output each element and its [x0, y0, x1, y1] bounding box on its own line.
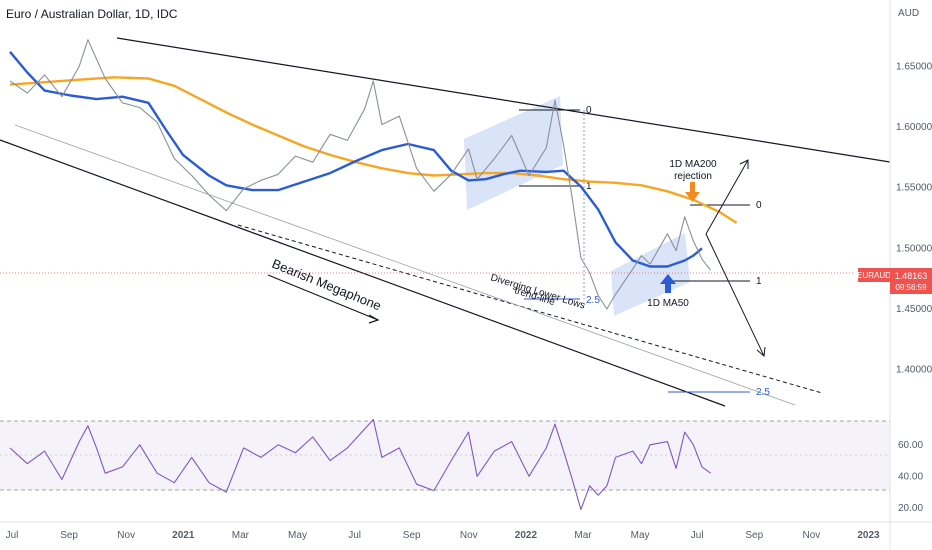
y-ticks: 1.65000 1.60000 1.55000 1.50000 1.45000 1.400… — [896, 61, 932, 375]
y-tick-label: 1.55000 — [896, 183, 932, 194]
y-tick-label: 1.40000 — [896, 365, 932, 376]
y-tick-label: 1.60000 — [896, 122, 932, 133]
fib-2022-ext-label: 2.5 — [586, 295, 600, 306]
series-ma50-line — [9, 51, 703, 268]
ma50-marker-arrow-icon — [660, 274, 676, 293]
fib-2022-top-label: 0 — [586, 105, 592, 116]
chart-title: Euro / Australian Dollar, 1D, IDC — [6, 7, 178, 21]
x-tick-label: Sep — [60, 530, 78, 541]
channel-2022 — [464, 96, 563, 210]
diverging-lows-line — [237, 224, 823, 394]
x-tick-label: Nov — [460, 530, 478, 541]
x-tick-label: 2021 — [172, 530, 195, 541]
y-tick-label: 1.45000 — [896, 304, 932, 315]
fib-current-ext-label: 2.5 — [756, 387, 770, 398]
price-tag-countdown: 09:56:59 — [895, 283, 927, 292]
y-tick-label: 1.50000 — [896, 243, 932, 254]
x-tick-label: Mar — [232, 530, 250, 541]
rsi-band — [0, 421, 890, 490]
symbol-tag — [858, 268, 890, 282]
rsi-tick-label: 20.00 — [898, 503, 923, 514]
series-layer — [9, 39, 738, 511]
rsi-tick-label: 60.00 — [898, 440, 923, 451]
megaphone-arrow-head — [368, 314, 380, 324]
fib-2022-mid-label: 1 — [586, 181, 592, 192]
series-price-line — [9, 39, 712, 310]
symbol-tag-text: EURAUD — [857, 271, 891, 280]
x-tick-label: 2023 — [857, 530, 880, 541]
x-tick-label: May — [288, 530, 307, 541]
price-tag-value: 1.48163 — [895, 271, 928, 281]
rsi-ticks: 60.00 40.00 20.00 — [898, 440, 923, 514]
ma50-label: 1D MA50 — [647, 298, 689, 309]
x-tick-label: Mar — [574, 530, 592, 541]
channel-current — [611, 233, 690, 316]
ma200-label-1: 1D MA200 — [669, 159, 717, 170]
x-tick-label: Jul — [348, 530, 361, 541]
rsi-tick-label: 40.00 — [898, 471, 923, 482]
x-tick-label: Nov — [117, 530, 135, 541]
projection-down-line — [705, 233, 765, 357]
megaphone-arrow-line — [267, 274, 379, 321]
series-ma200-line — [9, 76, 738, 224]
megaphone-upper-line — [116, 37, 891, 163]
currency-label: AUD — [898, 8, 919, 19]
ma200-marker-arrow-icon — [685, 182, 700, 202]
fib-current-top-label: 0 — [756, 200, 762, 211]
x-ticks: Jul Sep Nov 2021 Mar May Jul Sep Nov 2022 Mar May Ju… — [6, 530, 880, 541]
megaphone-lower-line — [0, 139, 726, 407]
x-tick-label: 2022 — [515, 530, 538, 541]
x-tick-label: Jul — [691, 530, 704, 541]
x-tick-label: Nov — [803, 530, 821, 541]
x-tick-label: Jul — [6, 530, 19, 541]
projection-down-head — [756, 346, 766, 357]
projection-up-head — [739, 159, 749, 169]
projection-up-line — [705, 159, 749, 235]
x-tick-label: Sep — [745, 530, 763, 541]
y-tick-label: 1.65000 — [896, 61, 932, 72]
ma200-label-2: rejection — [674, 171, 712, 182]
price-tag — [890, 268, 932, 294]
trend-line-thin — [14, 124, 796, 406]
x-tick-label: May — [631, 530, 650, 541]
x-tick-label: Sep — [403, 530, 421, 541]
series-rsi-line — [9, 418, 711, 511]
fib-current-mid-label: 1 — [756, 276, 762, 287]
